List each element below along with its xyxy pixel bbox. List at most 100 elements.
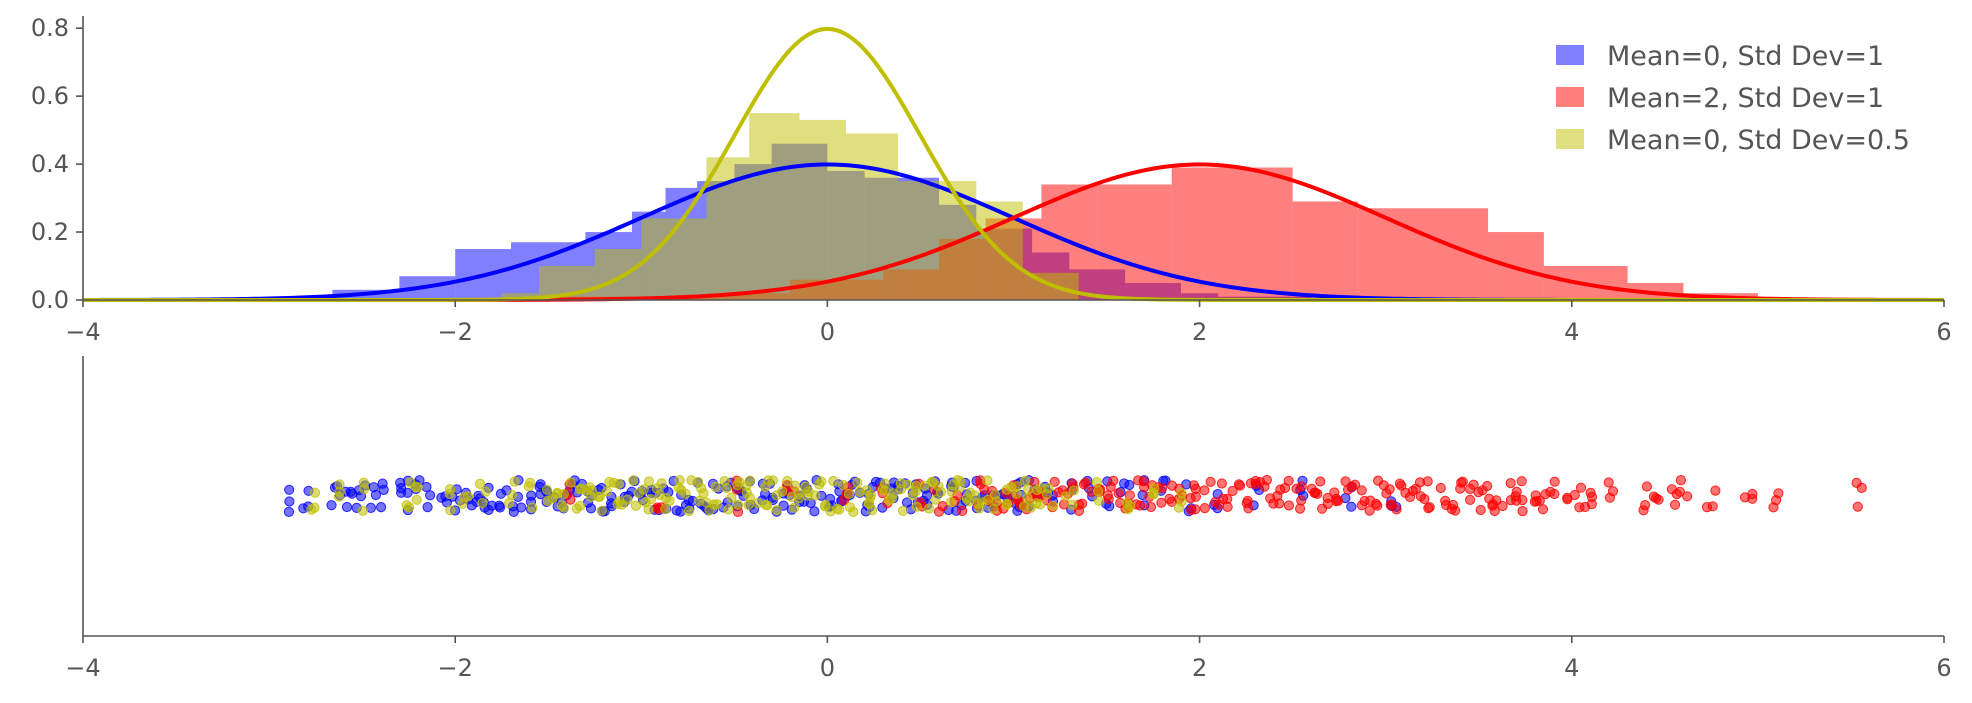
strip-point	[1020, 475, 1031, 486]
histogram-axes: 0.0 0.2 0.4 0.6 0.8 −4 −2 0 2 4 6	[31, 14, 1952, 346]
x-tick-label: 0	[820, 318, 835, 346]
strip-point	[1243, 503, 1254, 514]
strip-point	[1012, 481, 1023, 492]
histogram-panel: 0.0 0.2 0.4 0.6 0.8 −4 −2 0 2 4 6 Mean=0, Std Dev=1…	[31, 14, 1952, 346]
strip-point	[1574, 502, 1585, 513]
strip-point	[911, 501, 923, 512]
strip-point	[1031, 484, 1043, 496]
strip-point	[1093, 495, 1105, 506]
strip-point	[1218, 493, 1229, 504]
strip-point	[508, 506, 519, 517]
strip-point	[1296, 481, 1307, 492]
strip-point	[946, 497, 957, 508]
strip-point	[1149, 483, 1160, 494]
strip-point	[832, 503, 843, 514]
histogram-bar	[1171, 167, 1293, 300]
strip-point	[643, 476, 655, 487]
x-tick-label: 2	[1192, 318, 1207, 346]
strip-point	[425, 490, 436, 501]
strip-point	[357, 505, 369, 516]
strip-point	[1113, 488, 1124, 499]
strip-point	[933, 481, 944, 492]
strip-point	[930, 494, 941, 505]
strip-point	[1093, 486, 1104, 497]
strip-point	[1176, 487, 1187, 499]
strip-point	[586, 485, 597, 496]
strip-point	[565, 494, 576, 505]
strip-point	[744, 475, 756, 486]
strip-point	[1653, 494, 1664, 505]
histogram-bar	[501, 293, 539, 300]
strip-point	[638, 484, 649, 495]
strip-point	[1607, 486, 1619, 497]
strip-point	[733, 499, 744, 510]
strip-point	[1396, 480, 1407, 491]
strip-point	[886, 493, 897, 504]
strip-point	[1295, 503, 1306, 514]
strip-point	[1043, 483, 1054, 494]
strip-point	[789, 480, 801, 491]
strip-point	[1346, 501, 1357, 512]
strip-point	[1227, 485, 1238, 497]
strip-point	[1164, 493, 1175, 504]
strip-point	[1489, 505, 1500, 517]
strip-point	[1517, 495, 1528, 506]
strip-point	[946, 486, 957, 497]
strip-point	[1415, 491, 1426, 502]
strip-point	[613, 478, 624, 489]
strip-point	[527, 502, 538, 513]
strip-point	[643, 504, 654, 515]
histogram-bar	[594, 249, 642, 300]
legend-label: Mean=2, Std Dev=1	[1607, 83, 1884, 114]
strip-point	[541, 484, 553, 495]
strip-point	[957, 505, 968, 516]
strip-point	[879, 485, 891, 496]
strip-point	[402, 487, 413, 498]
strip-point	[526, 490, 537, 501]
strip-point	[1549, 476, 1560, 487]
legend-label: Mean=0, Std Dev=1	[1607, 41, 1884, 72]
y-tick-label: 0.6	[31, 82, 69, 110]
strip-point	[1340, 476, 1351, 487]
x-tick-label: −2	[438, 654, 473, 682]
legend-swatch	[1556, 129, 1584, 149]
strip-point	[596, 505, 607, 516]
strip-point	[283, 506, 294, 517]
strip-point	[660, 504, 671, 515]
strip-point	[614, 496, 625, 507]
x-tick-label: 4	[1564, 318, 1579, 346]
histogram-bar	[749, 113, 800, 300]
strip-point	[1067, 499, 1078, 510]
strip-point	[1575, 482, 1587, 493]
strip-point	[594, 491, 605, 502]
strip-point	[462, 491, 474, 502]
y-tick-label: 0.4	[31, 150, 69, 178]
legend-label: Mean=0, Std Dev=0.5	[1607, 125, 1910, 156]
strip-point	[673, 482, 684, 493]
strip-point	[358, 477, 369, 488]
strip-point	[1283, 475, 1294, 486]
strip-point	[1035, 499, 1046, 510]
strip-point	[1245, 478, 1257, 489]
x-tick-label: 6	[1936, 318, 1951, 346]
strip-point	[477, 497, 488, 509]
strip-point	[1156, 497, 1167, 508]
strip-point	[1475, 504, 1486, 516]
strip-point	[1359, 495, 1370, 507]
strip-point	[1091, 477, 1103, 488]
strip-point	[1424, 502, 1435, 513]
strip-point	[1190, 483, 1201, 494]
strip-point	[1199, 485, 1210, 496]
strip-point	[955, 476, 966, 487]
strip-point	[1641, 481, 1653, 492]
strip-point	[1102, 490, 1113, 501]
strip-point	[683, 505, 695, 517]
strip-point	[411, 494, 422, 505]
strip-point	[309, 487, 321, 498]
strip-point	[901, 497, 913, 508]
strip-point	[1283, 500, 1295, 511]
strip-point	[852, 477, 863, 488]
strip-point	[1378, 480, 1389, 491]
strip-point	[1710, 485, 1721, 496]
